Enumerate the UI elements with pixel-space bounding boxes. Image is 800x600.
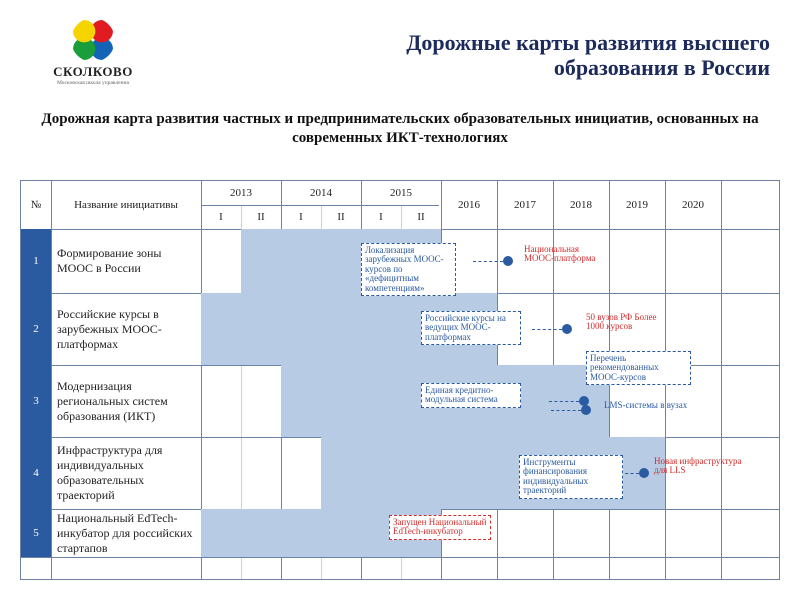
annotation: Новая инфраструктура для LLS [651, 455, 746, 478]
logo-text: СКОЛКОВО [38, 64, 148, 80]
milestone-marker [503, 256, 513, 266]
roadmap-table: №Название инициативы2013III2014III2015II… [20, 180, 780, 580]
annotation: Перечень рекомендованных MOOC-курсов [586, 351, 691, 385]
row-name-3: Модернизация региональных систем образов… [51, 365, 201, 437]
row-num-3: 3 [21, 365, 51, 437]
annotation: Инструменты финансирования индивидуальны… [519, 455, 623, 499]
logo-mark-icon [71, 18, 115, 62]
annotation: Российские курсы на ведущих MOOC-платфор… [421, 311, 521, 345]
year-2017: 2017 [497, 181, 553, 229]
milestone-marker [639, 468, 649, 478]
milestone-marker [581, 405, 591, 415]
row-name-4: Инфраструктура для индивидуальных образо… [51, 437, 201, 509]
milestone-marker [562, 324, 572, 334]
col-name: Название инициативы [51, 181, 201, 229]
year-2016: 2016 [441, 181, 497, 229]
year-2014: 2014 [281, 181, 361, 205]
subtitle: Дорожная карта развития частных и предпр… [40, 110, 760, 148]
year-2013: 2013 [201, 181, 281, 205]
year-2015: 2015 [361, 181, 441, 205]
logo-subtext: Московская школа управления [38, 80, 148, 86]
half: II [241, 205, 281, 229]
year-2018: 2018 [553, 181, 609, 229]
annotation: Национальная MOOC-платформа [521, 243, 606, 266]
annotation: Единая кредитно-модульная система [421, 383, 521, 408]
half: II [321, 205, 361, 229]
title-line1: Дорожные карты развития высшего [406, 30, 770, 55]
title-line2: образования в России [554, 55, 770, 80]
half: II [401, 205, 441, 229]
half: I [281, 205, 321, 229]
row-num-1: 1 [21, 229, 51, 293]
year-2019: 2019 [609, 181, 665, 229]
annotation: Запущен Национальный EdTech-инкубатор [389, 515, 491, 540]
row-name-1: Формирование зоны MOOC в России [51, 229, 201, 293]
annotation: Локализация зарубежных MOOC-курсов по «д… [361, 243, 456, 296]
row-num-4: 4 [21, 437, 51, 509]
half: I [201, 205, 241, 229]
page-title: Дорожные карты развития высшего образова… [160, 30, 770, 81]
row-num-5: 5 [21, 509, 51, 557]
half: I [361, 205, 401, 229]
year-2020: 2020 [665, 181, 721, 229]
annotation: LMS-системы в вузах [601, 399, 691, 412]
row-name-5: Национальный EdTech-инкубатор для россий… [51, 509, 201, 557]
col-num: № [21, 181, 51, 229]
row-num-2: 2 [21, 293, 51, 365]
annotation: 50 вузов РФ Более 1000 курсов [583, 311, 678, 334]
row-name-2: Российские курсы в зарубежных MOOC-платф… [51, 293, 201, 365]
logo: СКОЛКОВО Московская школа управления [38, 18, 148, 86]
